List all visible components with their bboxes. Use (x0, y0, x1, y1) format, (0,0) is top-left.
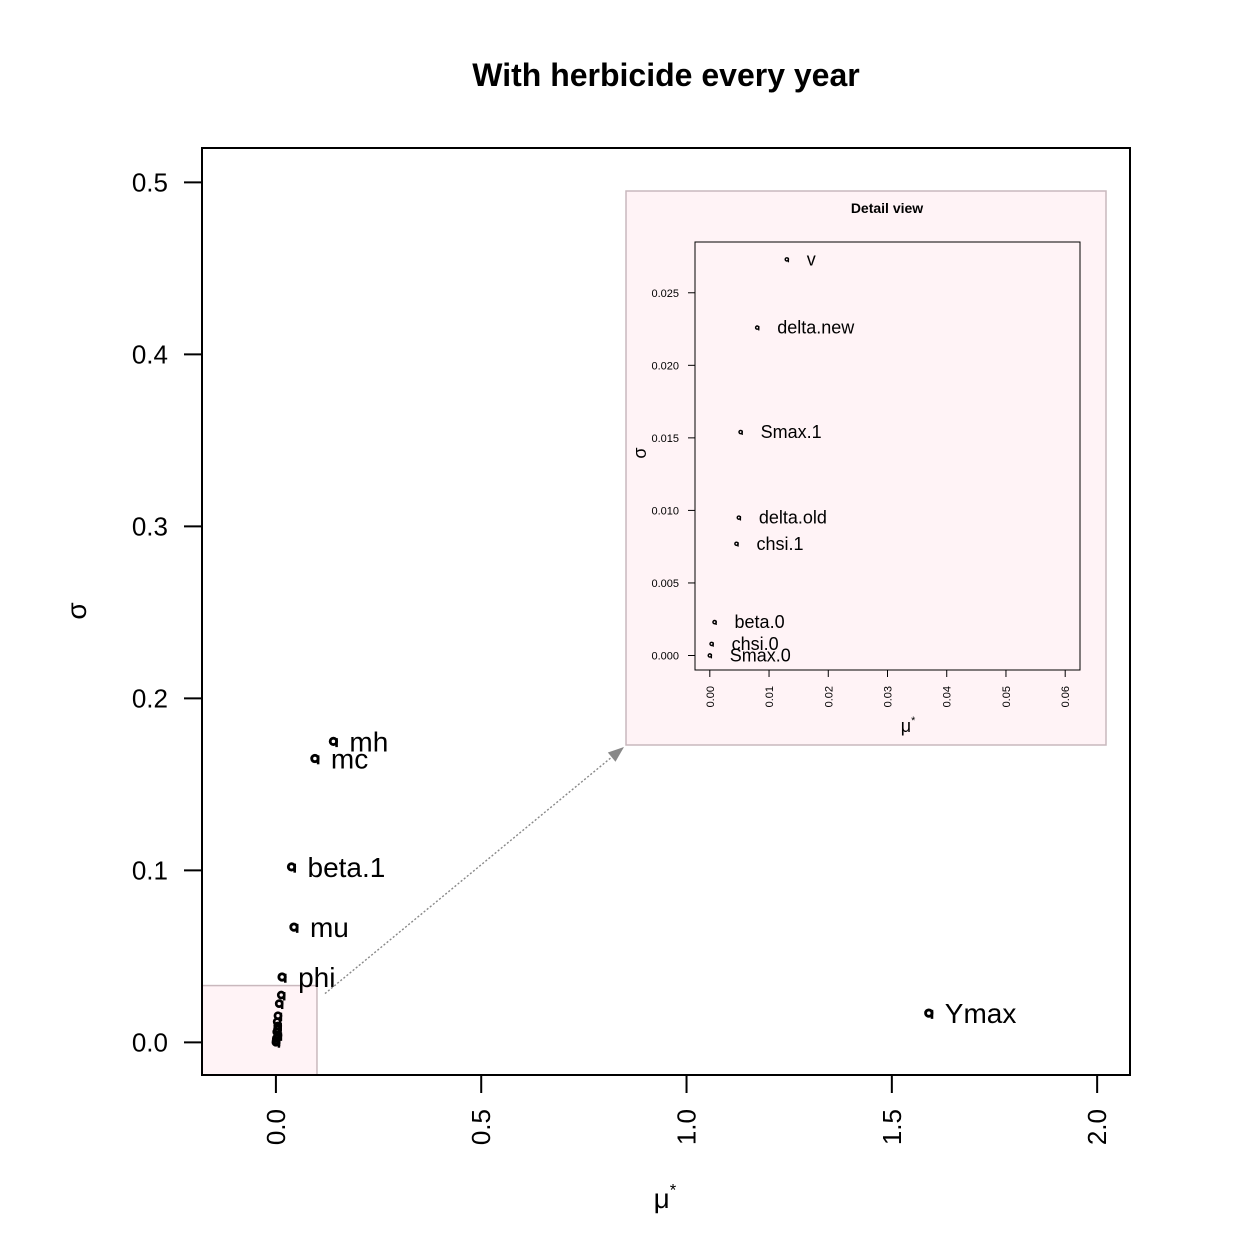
inset-y-tick-label: 0.005 (651, 578, 679, 590)
inset-x-tick-label: 0.04 (942, 686, 954, 707)
inset-x-tick-label: 0.00 (705, 686, 717, 707)
inset-y-tick-label: 0.015 (651, 433, 679, 445)
inset-title: Detail view (851, 200, 923, 216)
data-point (328, 736, 339, 748)
x-tick-label: 1.5 (877, 1109, 907, 1145)
inset-point-label: delta.old (759, 508, 827, 528)
main-plot: 0.0 0.1 0.2 0.3 0.4 0.5 0.0 0.5 1.0 1.5 2.0 μ* σ mhmc… (61, 147, 1131, 1214)
inset-x-axis-label: μ* (901, 715, 916, 736)
zoom-arrow-head (607, 747, 624, 762)
zoom-region-box (201, 984, 318, 1076)
cluster-point (276, 990, 286, 1001)
point-label: beta.1 (308, 852, 386, 883)
data-point (310, 753, 320, 765)
y-tick-label: 0.0 (132, 1027, 168, 1057)
data-point (924, 1008, 934, 1019)
point-label: mh (349, 726, 388, 757)
inset-y-tick-label: 0.025 (651, 288, 679, 300)
inset-x-tick-label: 0.02 (823, 686, 835, 707)
y-axis-label: σ (61, 602, 92, 619)
inset-data-point (734, 541, 739, 547)
chart-title: With herbicide every year (472, 57, 859, 93)
x-tick-label: 2.0 (1082, 1109, 1112, 1145)
inset-point-label: chsi.1 (756, 534, 803, 554)
inset-data-point (712, 619, 717, 626)
y-tick-label: 0.4 (132, 339, 168, 369)
inset-point-label: v (807, 249, 816, 269)
inset-point-label: Smax.0 (730, 645, 791, 665)
inset-data-point (736, 515, 742, 521)
inset-x-tick-label: 0.06 (1060, 686, 1072, 707)
x-tick-label: 1.0 (672, 1109, 702, 1145)
point-label: mc (331, 744, 368, 775)
data-point (286, 862, 297, 873)
inset-y-tick-label: 0.000 (651, 650, 679, 662)
cluster-point (272, 1017, 282, 1028)
point-label: mu (310, 912, 349, 943)
data-point (277, 972, 287, 983)
plot-frame (201, 147, 1131, 1076)
y-tick-label: 0.3 (132, 511, 168, 541)
inset-y-tick-label: 0.010 (651, 505, 679, 517)
cluster-point (274, 999, 284, 1010)
y-tick-label: 0.5 (132, 167, 168, 197)
inset-point-label: chsi.0 (732, 634, 779, 654)
inset-background (625, 190, 1107, 746)
cluster-point (272, 1027, 282, 1038)
point-label: Ymax (945, 998, 1017, 1029)
y-tick-label: 0.1 (132, 855, 168, 885)
inset-plot: Detail view 0.000 0.005 0.010 0.015 0.020 0.02… (625, 190, 1107, 746)
inset-data-point (784, 257, 790, 263)
inset-y-tick-label: 0.020 (651, 360, 679, 372)
inset-point-label: Smax.1 (761, 422, 822, 442)
x-axis-label: μ* (654, 1180, 677, 1214)
inset-x-tick-label: 0.05 (1001, 686, 1013, 707)
inset-data-point (709, 641, 714, 647)
inset-point-label: delta.new (777, 318, 855, 338)
inset-data-point (707, 653, 713, 659)
inset-x-tick-label: 0.03 (883, 686, 895, 707)
inset-data-point (754, 325, 760, 331)
zoom-arrow-line (324, 746, 625, 995)
data-point (289, 922, 299, 933)
inset-point-label: beta.0 (735, 612, 785, 632)
inset-y-axis-label: σ (630, 447, 650, 458)
inset-x-tick-label: 0.01 (764, 686, 776, 707)
point-label: phi (298, 962, 335, 993)
inset-data-point (738, 429, 743, 435)
x-tick-label: 0.0 (261, 1109, 291, 1145)
y-tick-label: 0.2 (132, 683, 168, 713)
x-tick-label: 0.5 (466, 1109, 496, 1145)
cluster-point (271, 1037, 281, 1048)
